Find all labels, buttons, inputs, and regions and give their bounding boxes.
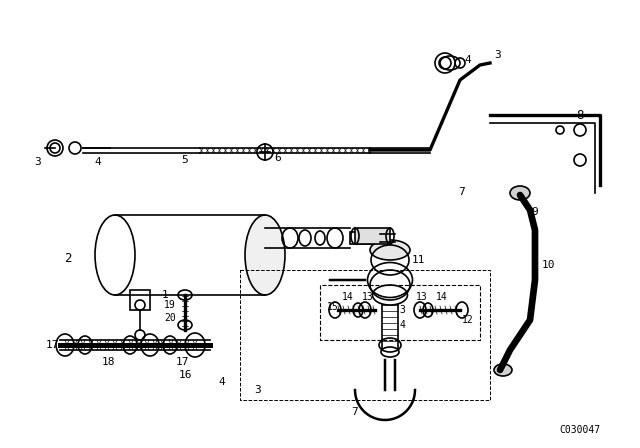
Text: 3: 3 — [255, 385, 261, 395]
Text: 17: 17 — [175, 357, 189, 367]
Text: 5: 5 — [182, 155, 188, 165]
Text: 3: 3 — [399, 305, 405, 315]
Text: 4: 4 — [465, 55, 472, 65]
Text: 6: 6 — [275, 153, 282, 163]
Text: 1: 1 — [162, 290, 168, 300]
Text: 4: 4 — [95, 157, 101, 167]
Text: 2: 2 — [64, 251, 72, 264]
Ellipse shape — [370, 240, 410, 260]
Bar — [355, 228, 390, 244]
Ellipse shape — [510, 186, 530, 200]
Text: 4: 4 — [219, 377, 225, 387]
Text: 15: 15 — [327, 302, 339, 312]
Text: 14: 14 — [342, 292, 354, 302]
Text: 7: 7 — [351, 407, 358, 417]
Text: 13: 13 — [416, 292, 428, 302]
Text: 18: 18 — [101, 357, 115, 367]
Text: 10: 10 — [541, 260, 555, 270]
Text: C030047: C030047 — [559, 425, 600, 435]
Text: 11: 11 — [412, 255, 425, 265]
Text: 20: 20 — [164, 313, 176, 323]
Text: 16: 16 — [179, 370, 192, 380]
Text: 8: 8 — [576, 108, 584, 121]
Text: 4: 4 — [399, 320, 405, 330]
Text: 3: 3 — [35, 157, 42, 167]
Bar — [350, 232, 380, 244]
Text: 9: 9 — [532, 207, 538, 217]
Text: 7: 7 — [459, 187, 465, 197]
Ellipse shape — [494, 364, 512, 376]
Text: 3: 3 — [495, 50, 501, 60]
Text: 13: 13 — [362, 292, 374, 302]
Text: 12: 12 — [462, 315, 474, 325]
Text: 14: 14 — [436, 292, 448, 302]
Ellipse shape — [245, 215, 285, 295]
Text: 17: 17 — [45, 340, 59, 350]
Bar — [130, 290, 150, 310]
Text: 19: 19 — [164, 300, 176, 310]
